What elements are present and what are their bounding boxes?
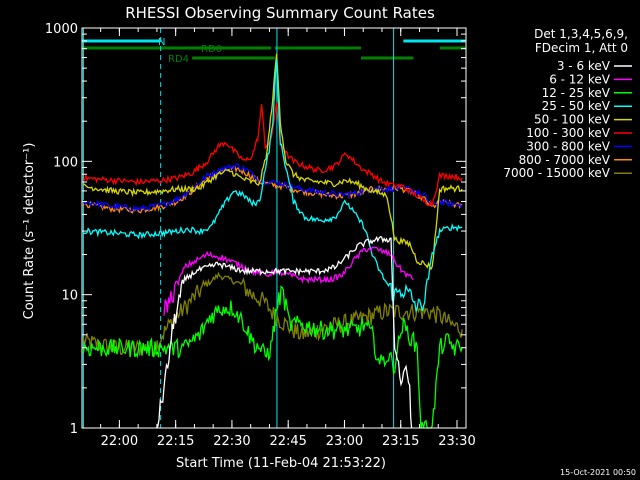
series-line-300-800-kev: [82, 162, 463, 212]
series-layer: [82, 53, 463, 429]
y-tick-label: 1: [70, 422, 78, 437]
legend-label: 3 - 6 keV: [557, 59, 611, 73]
x-tick-label: 22:15: [157, 434, 194, 449]
x-tick-label: 23:00: [326, 434, 363, 449]
x-tick-label: 23:15: [382, 434, 419, 449]
legend-label: 800 - 7000 keV: [519, 153, 611, 167]
x-tick-label: 22:45: [269, 434, 306, 449]
legend-label: 12 - 25 keV: [542, 86, 611, 100]
x-axis-label: Start Time (11-Feb-04 21:53:22): [176, 456, 386, 471]
flag-label-rd0: RD0: [201, 44, 222, 55]
series-line-3-6-kev: [155, 235, 413, 429]
footer-timestamp: 15-Oct-2021 00:50: [560, 468, 636, 477]
flags-layer: N RD0 RD4: [81, 37, 466, 65]
legend: Det 1,3,4,5,6,9,FDecim 1, Att 0 3 - 6 keV…: [503, 27, 632, 180]
y-tick-label: 1000: [45, 22, 78, 37]
legend-label: 300 - 800 keV: [526, 139, 610, 153]
flag-label-n: N: [158, 37, 165, 48]
series-line-6-12-kev: [163, 246, 414, 316]
series-line-12-25-kev: [82, 285, 463, 429]
series-line-50-100-kev: [83, 53, 463, 271]
legend-label: 100 - 300 keV: [526, 126, 610, 140]
chart-title: RHESSI Observing Summary Count Rates: [125, 4, 435, 22]
legend-label: 7000 - 15000 keV: [503, 166, 610, 180]
x-tick-label: 22:00: [101, 434, 138, 449]
x-tick-label: 23:30: [438, 434, 475, 449]
legend-header: Det 1,3,4,5,6,9,: [534, 27, 628, 41]
legend-label: 25 - 50 keV: [542, 99, 611, 113]
axes-layer: 22:00 22:15 22:30 22:45 23:00 23:15 23:30 1 10 10…: [45, 22, 476, 449]
series-line-25-50-kev: [83, 59, 463, 314]
legend-label: 6 - 12 keV: [549, 72, 611, 86]
y-axis-label: Count Rate (s⁻¹ detector⁻¹): [22, 143, 37, 320]
flag-label-rd4: RD4: [168, 54, 189, 65]
y-tick-label: 100: [53, 155, 78, 170]
series-line-7000-15000-kev: [82, 271, 463, 358]
y-tick-label: 10: [61, 289, 78, 304]
legend-label: 50 - 100 keV: [534, 113, 611, 127]
series-line-800-7000-kev: [82, 165, 463, 214]
x-tick-label: 22:30: [213, 434, 250, 449]
legend-header: FDecim 1, Att 0: [535, 41, 628, 55]
plot-frame: [81, 27, 467, 429]
